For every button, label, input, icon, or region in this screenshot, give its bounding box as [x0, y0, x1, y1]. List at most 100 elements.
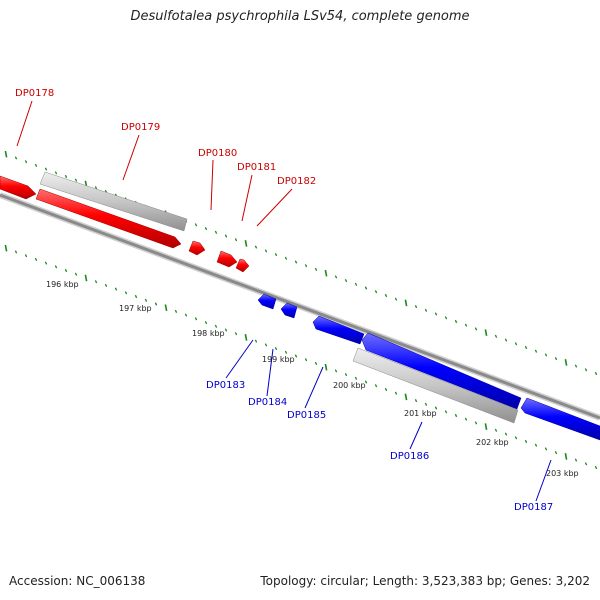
grey-features [39, 171, 519, 424]
scale-label-202kbp: 202 kbp [476, 438, 509, 447]
scale-label-198kbp: 198 kbp [192, 329, 225, 338]
scale-tick-outer [564, 359, 568, 366]
scale-tick-outer [594, 371, 598, 376]
scale-tick-outer [234, 238, 238, 242]
scale-tick-inner [434, 406, 438, 410]
scale-tick-inner [414, 399, 418, 403]
gene-arrow-DP0184[interactable] [257, 293, 277, 310]
scale-tick-inner [514, 436, 518, 440]
scale-tick-outer [354, 282, 358, 286]
gene-arrow-DP0185[interactable] [280, 302, 298, 319]
scale-tick-inner [274, 347, 278, 351]
grey-feature-upper [39, 171, 188, 232]
scale-tick-inner [364, 380, 368, 384]
genome-summary-text: Topology: circular; Length: 3,523,383 bp… [260, 574, 590, 588]
scale-tick-outer [534, 349, 538, 353]
scale-tick-inner [384, 387, 388, 392]
label-leader-lines [16, 100, 552, 502]
gene-arrow-DP0181[interactable] [216, 250, 238, 268]
scale-label-197kbp: 197 kbp [119, 304, 152, 313]
map-title: Desulfotalea psychrophila LSv54, complet… [130, 9, 470, 24]
scale-tick-inner [474, 421, 478, 425]
scale-tick-outer [544, 353, 548, 357]
scale-tick-inner [194, 317, 198, 321]
scale-tick-outer [334, 275, 338, 279]
scale-tick-outer [484, 329, 488, 336]
gene-label-DP0182[interactable]: DP0182 [277, 176, 316, 187]
gene-label-DP0186[interactable]: DP0186 [390, 451, 429, 462]
scale-tick-inner [304, 358, 308, 362]
scale-tick-outer [404, 299, 408, 307]
gene-label-DP0185[interactable]: DP0185 [287, 410, 326, 421]
scale-tick-outer [24, 160, 28, 164]
scale-tick-outer [254, 245, 258, 249]
scale-tick-outer [4, 150, 8, 158]
scale-tick-outer [94, 186, 98, 190]
scale-tick-inner [134, 294, 138, 299]
scale-tick-outer [464, 323, 468, 327]
scale-tick-inner [294, 354, 298, 358]
scale-tick-outer [414, 305, 418, 309]
scale-tick-outer [364, 286, 368, 290]
genome-backbone [0, 192, 600, 421]
scale-tick-outer [54, 171, 58, 175]
scale-tick-inner [354, 376, 358, 380]
gene-label-DP0178[interactable]: DP0178 [15, 88, 54, 99]
gene-arrow-DP0187[interactable] [520, 397, 600, 441]
scale-tick-inner [534, 443, 538, 447]
scale-tick-outer [514, 342, 518, 346]
gene-label-DP0187[interactable]: DP0187 [514, 502, 553, 513]
grey-feature-lower [352, 347, 519, 424]
scale-tick-outer [454, 319, 458, 324]
scale-tick-outer [44, 167, 48, 171]
scale-tick-inner [324, 363, 328, 371]
scale-tick-outer [344, 279, 348, 283]
scale-tick-inner [394, 391, 398, 395]
gene-label-DP0184[interactable]: DP0184 [248, 397, 287, 408]
scale-tick-outer [14, 156, 18, 160]
scale-tick-outer [324, 269, 328, 277]
scale-tick-inner [164, 304, 168, 312]
scale-tick-inner [574, 458, 578, 462]
gene-arrow-DP0186-part1[interactable] [312, 315, 365, 345]
accession-text: Accession: NC_006138 [9, 574, 146, 588]
scale-tick-inner [234, 332, 238, 336]
scale-tick-outer [574, 364, 578, 368]
scale-tick-outer [214, 230, 218, 234]
scale-tick-outer [244, 240, 248, 247]
scale-tick-outer [504, 338, 508, 342]
gene-label-DP0179[interactable]: DP0179 [121, 122, 160, 133]
scale-tick-outer [394, 297, 398, 301]
gene-arrow-DP0179[interactable] [35, 188, 182, 249]
scale-tick-inner [404, 393, 408, 401]
scale-tick-inner [4, 244, 8, 252]
gene-labels: DP0178 DP0179 DP0180 DP0181 DP0182 DP018… [15, 88, 553, 513]
scale-tick-inner [314, 361, 318, 365]
gene-arrow-DP0178[interactable] [0, 175, 37, 200]
scale-tick-inner [34, 257, 38, 261]
scale-tick-outer [294, 260, 298, 264]
scale-tick-outer [424, 308, 428, 312]
scale-tick-inner [54, 265, 58, 269]
gene-arrow-DP0186[interactable] [361, 332, 522, 410]
gene-arrow-DP0180[interactable] [188, 240, 206, 256]
scale-tick-inner [464, 417, 468, 421]
scale-tick-inner [424, 402, 428, 406]
scale-tick-inner [224, 328, 228, 332]
scale-tick-outer [434, 312, 438, 316]
scale-tick-inner [494, 428, 498, 432]
scale-tick-outer [194, 223, 198, 227]
gene-label-DP0183[interactable]: DP0183 [206, 380, 245, 391]
gene-label-DP0181[interactable]: DP0181 [237, 162, 276, 173]
scale-tick-inner [444, 410, 448, 414]
scale-tick-inner [214, 324, 218, 328]
gene-label-DP0180[interactable]: DP0180 [198, 148, 237, 159]
scale-tick-outer [494, 334, 498, 338]
gene-arrow-DP0182[interactable] [235, 258, 250, 273]
scale-tick-inner [44, 261, 48, 265]
scale-label-201kbp: 201 kbp [404, 409, 437, 418]
scale-label-200kbp: 200 kbp [333, 381, 366, 390]
scale-tick-outer [314, 267, 318, 271]
scale-tick-inner [564, 453, 568, 460]
